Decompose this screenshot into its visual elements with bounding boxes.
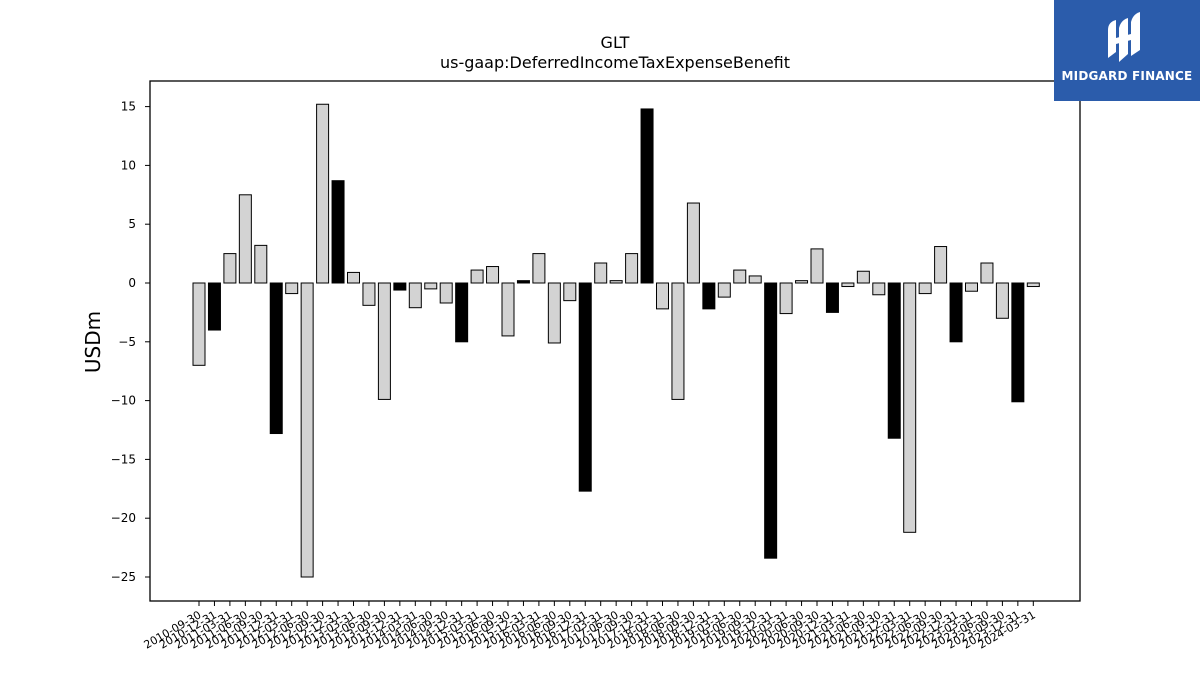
- y-tick-label: −20: [111, 511, 136, 525]
- bar-2013-09-30: [377, 282, 391, 400]
- bar-2024-03-31: [1026, 282, 1040, 288]
- bar-2014-12-31: [455, 282, 469, 343]
- y-tick-label: 0: [128, 276, 136, 290]
- y-tick-label: −5: [118, 335, 136, 349]
- bar-2014-03-31: [408, 282, 422, 309]
- bar-2018-09-30: [686, 202, 700, 284]
- bar-2016-06-30: [547, 282, 561, 344]
- y-axis-label: USDm: [81, 311, 105, 373]
- bar-2018-03-31: [656, 282, 669, 310]
- y-tick-label: −15: [111, 452, 136, 466]
- bar-2017-06-30: [609, 280, 623, 284]
- bar-2016-03-31: [532, 253, 546, 284]
- bar-2013-06-30: [362, 282, 376, 306]
- bar-2015-03-31: [470, 269, 484, 284]
- bar-2012-06-30: [300, 282, 314, 578]
- bar-2018-06-30: [671, 282, 685, 400]
- y-tick-label: 15: [121, 100, 136, 114]
- bar-2014-06-30: [424, 282, 438, 290]
- bar-2012-12-31: [331, 180, 345, 284]
- chart-subtitle: us-gaap:DeferredIncomeTaxExpenseBenefit: [440, 53, 790, 72]
- bar-2016-09-30: [563, 282, 577, 302]
- bar-2016-12-31: [578, 282, 592, 492]
- bar-2019-09-30: [748, 275, 762, 284]
- bar-2015-09-30: [501, 282, 515, 337]
- bar-2022-06-30: [918, 282, 932, 295]
- bar-2012-09-30: [316, 103, 330, 284]
- bar-2023-12-31: [1011, 282, 1025, 403]
- bar-2021-03-31: [841, 282, 855, 288]
- bar-2011-12-31: [269, 282, 283, 435]
- bar-2020-12-31: [825, 282, 839, 313]
- bar-2019-03-31: [717, 282, 731, 298]
- bar-2011-03-31: [223, 253, 237, 284]
- x-ticks-group: 2010-09-302010-12-312011-03-312011-06-30…: [142, 601, 1038, 652]
- logo-text: MIDGARD FINANCE: [1061, 69, 1193, 83]
- y-tick-label: −10: [111, 394, 136, 408]
- bar-2021-09-30: [872, 282, 886, 296]
- bar-2011-09-30: [254, 244, 268, 284]
- bar-2021-06-30: [856, 270, 870, 284]
- bar-2017-12-31: [640, 108, 654, 284]
- y-tick-label: −25: [111, 570, 136, 584]
- bar-2017-09-30: [625, 253, 639, 284]
- bar-2015-12-31: [516, 280, 530, 284]
- bars-group: [192, 103, 1040, 578]
- bar-2018-12-31: [702, 282, 716, 310]
- bar-2020-03-31: [779, 282, 793, 315]
- bar-2022-03-31: [903, 282, 917, 533]
- logo-icon: [1108, 12, 1140, 62]
- bar-2017-03-31: [594, 262, 608, 284]
- bar-2020-06-30: [795, 280, 809, 284]
- bar-2022-12-31: [949, 282, 963, 343]
- bar-2010-12-31: [207, 282, 221, 331]
- bar-2015-06-30: [486, 266, 500, 284]
- bar-2020-09-30: [810, 248, 824, 284]
- bar-2014-09-30: [439, 282, 453, 304]
- chart-title: GLT: [601, 33, 630, 52]
- bar-2023-06-30: [980, 262, 994, 284]
- y-tick-label: 10: [121, 158, 136, 172]
- bar-2021-12-31: [887, 282, 901, 439]
- brand-logo: MIDGARD FINANCE: [1054, 0, 1200, 101]
- bar-2023-03-31: [965, 282, 978, 292]
- plot-frame: [149, 80, 1081, 602]
- bar-2023-09-30: [995, 282, 1009, 319]
- bar-2013-12-31: [393, 282, 407, 291]
- y-ticks-group: 15 10 5 0 −5 −10 −15 −20 −25: [111, 100, 150, 584]
- y-tick-label: 5: [128, 217, 136, 231]
- bar-2011-06-30: [238, 194, 252, 284]
- bar-2019-12-31: [764, 282, 778, 559]
- bar-2019-06-30: [733, 269, 747, 284]
- bar-2012-03-31: [285, 282, 299, 295]
- bar-2013-03-31: [347, 271, 360, 284]
- bar-2022-09-30: [934, 246, 948, 284]
- bar-2010-09-30: [192, 282, 206, 366]
